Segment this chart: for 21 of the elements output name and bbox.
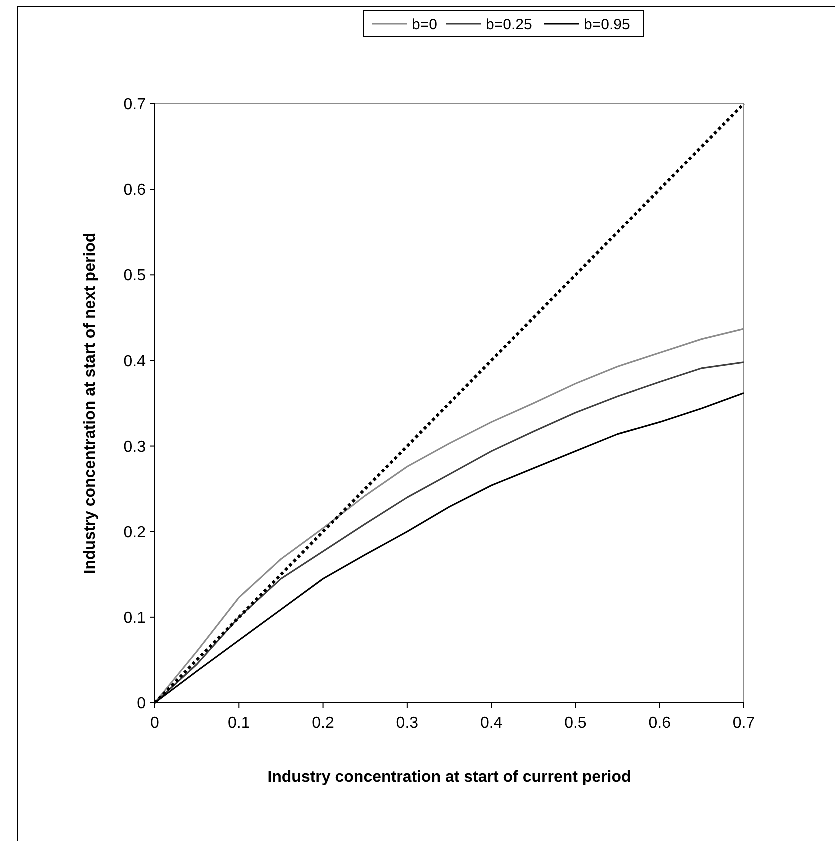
x-tick-label: 0.4 <box>480 715 503 732</box>
legend-label: b=0.95 <box>584 16 630 34</box>
y-tick-label: 0.1 <box>124 610 146 628</box>
x-tick-label: 0.7 <box>732 715 756 732</box>
y-axis-title: Industry concentration at start of next period <box>82 232 99 574</box>
x-axis-title: Industry concentration at start of current period <box>268 769 632 786</box>
x-tick-label: 0.2 <box>312 715 335 732</box>
legend-label: b=0.25 <box>486 16 532 34</box>
y-tick-label: 0.5 <box>124 268 146 285</box>
y-tick-label: 0.2 <box>124 524 146 542</box>
y-tick-label: 0 <box>137 696 146 713</box>
x-tick-label: 0.3 <box>396 715 419 732</box>
y-tick-label: 0.7 <box>124 96 146 114</box>
x-tick-label: 0.5 <box>564 715 587 732</box>
y-tick-label: 0.4 <box>124 353 146 370</box>
y-tick-label: 0.6 <box>124 182 146 200</box>
x-tick-label: 0.6 <box>648 715 672 732</box>
legend-label: b=0 <box>412 16 438 34</box>
y-tick-label: 0.3 <box>124 438 146 456</box>
x-tick-label: 0.1 <box>228 715 250 732</box>
x-tick-label: 0 <box>150 715 160 732</box>
